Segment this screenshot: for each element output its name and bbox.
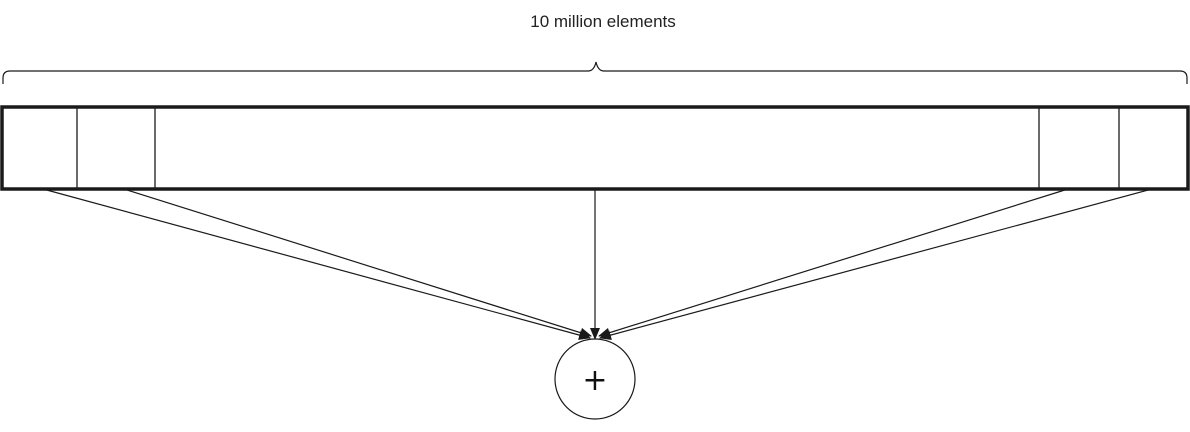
arrow-from-cell-4 xyxy=(598,188,1069,338)
operator-circle xyxy=(554,338,636,420)
array-size-label: 10 million elements xyxy=(530,12,676,31)
arrow-from-cell-2 xyxy=(123,188,592,338)
arrow-from-cell-5 xyxy=(599,188,1153,340)
sum-operator-node: + xyxy=(554,338,636,420)
reduction-arrows xyxy=(42,188,1153,340)
span-brace xyxy=(2,61,1188,84)
array-outline xyxy=(0,105,1190,191)
array-strip xyxy=(0,105,1190,191)
arrow-from-cell-1 xyxy=(42,188,591,340)
plus-operator-symbol: + xyxy=(582,363,607,398)
